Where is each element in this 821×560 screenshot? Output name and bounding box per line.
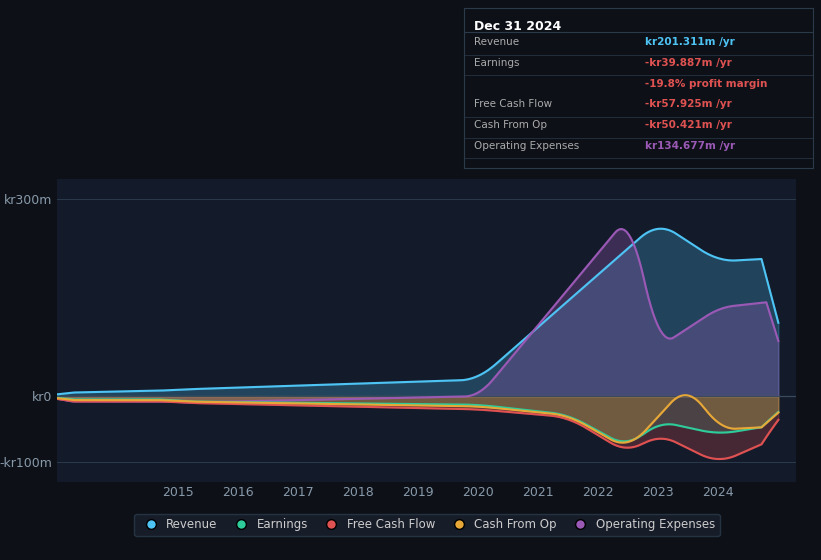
Text: -kr39.887m /yr: -kr39.887m /yr: [645, 58, 732, 68]
Text: Dec 31 2024: Dec 31 2024: [475, 20, 562, 32]
Text: Free Cash Flow: Free Cash Flow: [475, 99, 553, 109]
Text: Operating Expenses: Operating Expenses: [475, 141, 580, 151]
Text: Cash From Op: Cash From Op: [475, 120, 548, 130]
Text: kr201.311m /yr: kr201.311m /yr: [645, 37, 735, 47]
Text: -kr57.925m /yr: -kr57.925m /yr: [645, 99, 732, 109]
Text: Earnings: Earnings: [475, 58, 520, 68]
Text: kr134.677m /yr: kr134.677m /yr: [645, 141, 736, 151]
Text: -19.8% profit margin: -19.8% profit margin: [645, 78, 768, 88]
Text: Revenue: Revenue: [475, 37, 520, 47]
Legend: Revenue, Earnings, Free Cash Flow, Cash From Op, Operating Expenses: Revenue, Earnings, Free Cash Flow, Cash …: [135, 514, 719, 536]
Text: -kr50.421m /yr: -kr50.421m /yr: [645, 120, 732, 130]
